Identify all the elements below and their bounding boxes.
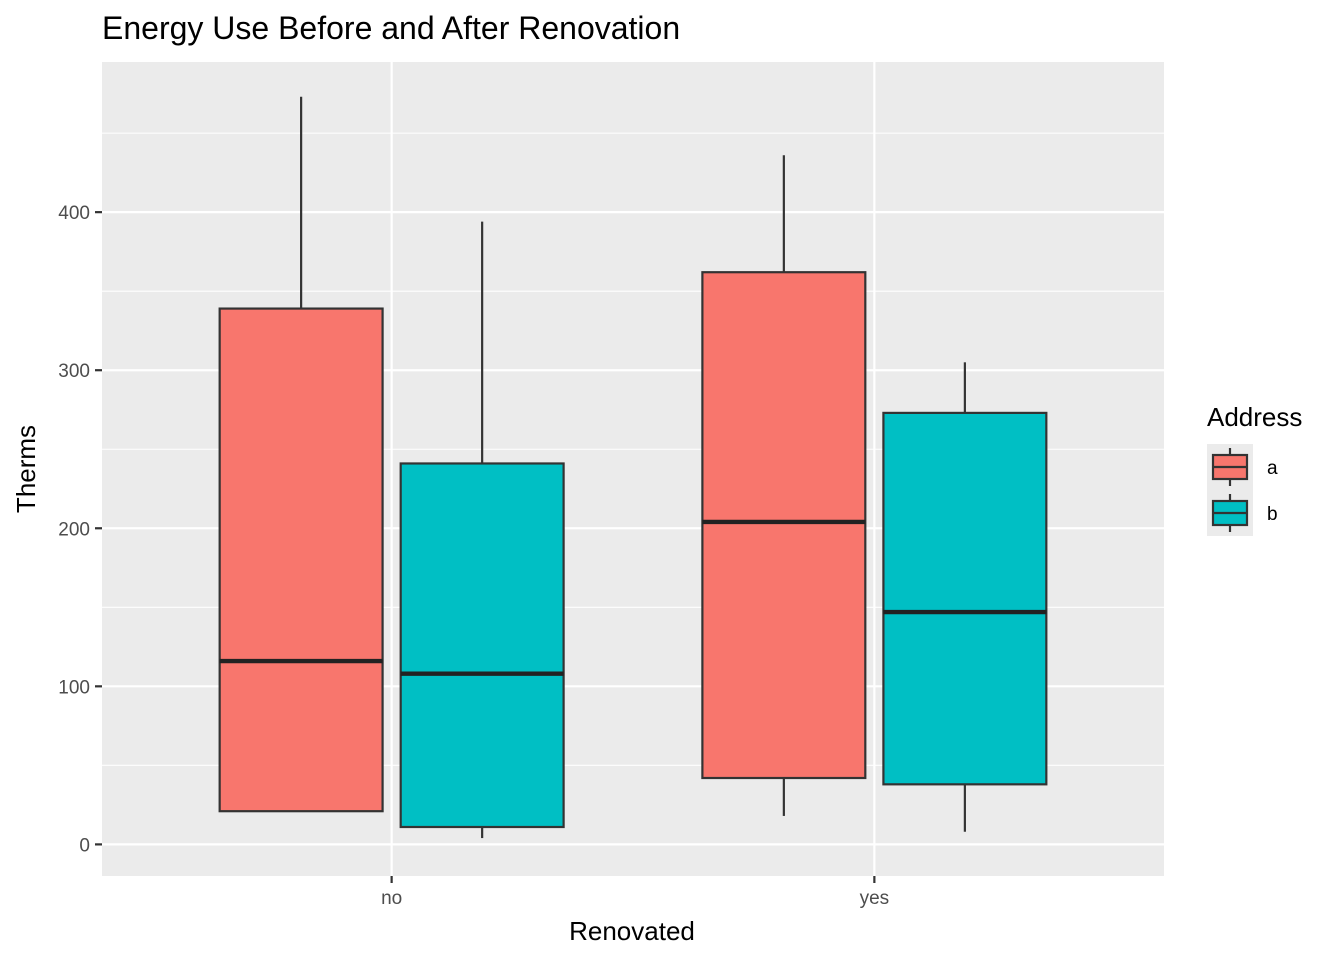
- box-b-no: [399, 221, 565, 839]
- x-tick-label: yes: [860, 888, 890, 909]
- box-body: [218, 307, 384, 813]
- x-axis: no yes: [381, 876, 889, 909]
- y-axis: 0 100 200 300 400: [58, 203, 102, 856]
- y-tick-label: 0: [79, 835, 90, 856]
- legend-item-b: b: [1207, 490, 1278, 536]
- legend-item-a: a: [1207, 444, 1278, 490]
- legend-title: Address: [1207, 402, 1302, 432]
- x-axis-title: Renovated: [569, 916, 695, 946]
- box-body: [701, 271, 867, 780]
- box-b-yes: [882, 362, 1048, 832]
- box-a-no: [218, 96, 384, 813]
- legend-label: b: [1267, 504, 1278, 525]
- box-a-yes: [701, 155, 867, 816]
- chart-title: Energy Use Before and After Renovation: [102, 10, 680, 46]
- box-body: [399, 462, 565, 829]
- legend-items: ab: [1207, 444, 1278, 536]
- legend-label: a: [1267, 458, 1278, 479]
- y-tick-label: 300: [58, 361, 90, 382]
- y-tick-label: 200: [58, 519, 90, 540]
- y-tick-label: 400: [58, 203, 90, 224]
- x-tick-label: no: [381, 888, 402, 909]
- box-body: [882, 411, 1048, 786]
- box-plot-marks: [218, 96, 1048, 839]
- y-axis-title: Therms: [11, 425, 41, 513]
- y-tick-label: 100: [58, 677, 90, 698]
- legend: Address ab: [1207, 402, 1302, 536]
